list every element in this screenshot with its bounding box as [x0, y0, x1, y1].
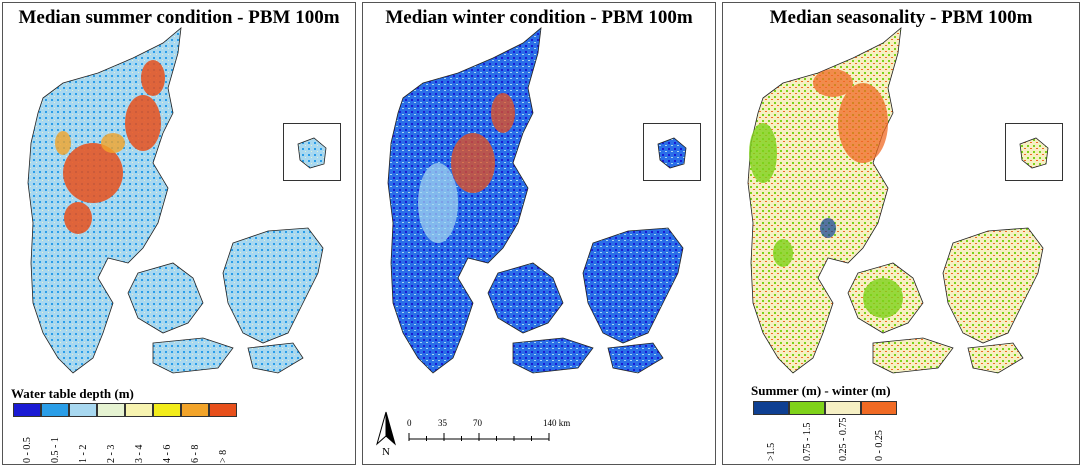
- legend-label: 3 - 4: [134, 444, 145, 463]
- legend-swatch: [41, 403, 69, 417]
- north-arrow-icon: [376, 411, 396, 446]
- legend-label: > 8: [218, 449, 229, 463]
- bornholm-inset: [643, 123, 701, 181]
- legend-swatch: [861, 401, 897, 415]
- scale-tick-140: 140 km: [543, 418, 571, 428]
- legend-swatch: [181, 403, 209, 417]
- legend-title: Summer (m) - winter (m): [751, 383, 891, 398]
- winter-map-panel: Median winter condition - PBM 100m: [362, 2, 716, 465]
- legend-label: 0.75 - 1.5: [802, 422, 813, 461]
- north-label: N: [382, 446, 390, 458]
- bornholm-inset: [1005, 123, 1063, 181]
- legend-label: 6 - 8: [190, 444, 201, 463]
- scale-tick-0: 0: [407, 418, 412, 428]
- legend-label: >1.5: [766, 442, 777, 461]
- hotspots: [63, 60, 165, 234]
- legend-swatch: [753, 401, 789, 415]
- legend-swatch: [125, 403, 153, 417]
- panel-title: Median winter condition - PBM 100m: [385, 7, 693, 28]
- bornholm-inset: [283, 123, 341, 181]
- legend-swatch: [209, 403, 237, 417]
- legend-swatch: [13, 403, 41, 417]
- legend-label: 1 - 2: [78, 444, 89, 463]
- seasonality-map-panel: Median seasonality - PBM 100m: [722, 2, 1080, 465]
- legend-label: 4 - 6: [162, 444, 173, 463]
- legend-label: 0.5 - 1: [50, 437, 61, 463]
- legend-swatch: [69, 403, 97, 417]
- legend-swatch: [153, 403, 181, 417]
- scale-tick-35: 35: [438, 418, 447, 428]
- winter-map: [387, 27, 684, 374]
- summer-map-panel: Median summer condition - PBM 100m: [2, 2, 356, 465]
- legend-swatch: [825, 401, 861, 415]
- legend-label: 2 - 3: [106, 444, 117, 463]
- legend-swatch: [97, 403, 125, 417]
- panel-title: Median seasonality - PBM 100m: [769, 7, 1033, 28]
- legend-label: 0 - 0.5: [22, 437, 33, 463]
- scale-bar: [408, 433, 550, 441]
- legend-title: Water table depth (m): [11, 386, 134, 401]
- denmark-landmass: [27, 27, 324, 374]
- seasonality-map: [747, 27, 1044, 374]
- summer-map: [27, 27, 324, 374]
- legend-label: 0 - 0.25: [874, 430, 885, 461]
- panel-title: Median summer condition - PBM 100m: [18, 7, 340, 28]
- legend-label: 0.25 - 0.75: [838, 417, 849, 461]
- legend-swatch: [789, 401, 825, 415]
- scale-tick-70: 70: [473, 418, 482, 428]
